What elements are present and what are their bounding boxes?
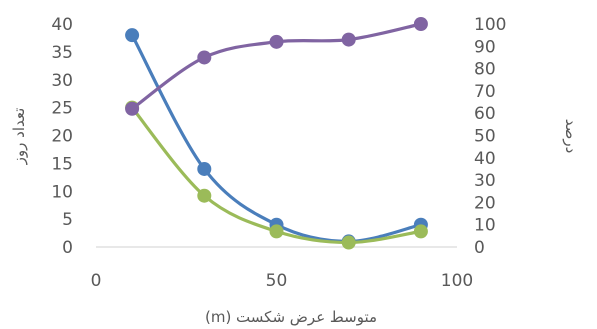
- y-right-tick-label: 10: [474, 216, 496, 236]
- y-left-tick-label: 40: [51, 15, 73, 35]
- x-tick-label: 100: [441, 271, 473, 291]
- data-point: [125, 101, 140, 116]
- y-left-tick-label: 20: [51, 127, 73, 147]
- data-point: [269, 34, 284, 49]
- y-right-tick-label: 70: [474, 82, 496, 102]
- y-left-tick-label: 5: [62, 210, 73, 230]
- y-right-tick-label: 50: [474, 127, 496, 147]
- x-tick-label: 50: [266, 271, 288, 291]
- series-1: [125, 100, 428, 250]
- data-point: [413, 17, 428, 31]
- data-point: [341, 235, 356, 250]
- series-layer: [125, 17, 428, 250]
- data-point: [341, 32, 356, 47]
- y-right-axis-title: درصد: [562, 119, 580, 154]
- y-right-tick-label: 0: [474, 238, 485, 258]
- y-right-tick-label: 40: [474, 149, 496, 169]
- data-point: [197, 161, 212, 176]
- y-right-tick-label: 30: [474, 171, 496, 191]
- x-tick-label: 0: [91, 271, 102, 291]
- y-right-tick-label: 80: [474, 60, 496, 80]
- y-left-tick-label: 25: [51, 99, 73, 119]
- data-point: [125, 28, 140, 43]
- y-right-tick-label: 60: [474, 104, 496, 124]
- x-axis-title: متوسط عرض شکست (m): [205, 308, 377, 326]
- y-left-tick-label: 0: [62, 238, 73, 258]
- y-left-tick-label: 10: [51, 182, 73, 202]
- labels-layer: 0 50 1000510152025303540010203040506070809…: [10, 15, 580, 326]
- series-2: [125, 17, 428, 116]
- y-left-tick-label: 35: [51, 43, 73, 63]
- series-0: [125, 28, 428, 249]
- series-line: [130, 33, 423, 244]
- data-point: [197, 50, 212, 65]
- y-left-tick-label: 15: [51, 154, 73, 174]
- y-right-tick-label: 100: [474, 15, 506, 35]
- data-point: [197, 188, 212, 203]
- y-left-axis-title: تعداد روز: [10, 108, 28, 166]
- data-point: [269, 224, 284, 239]
- y-right-tick-label: 90: [474, 37, 496, 57]
- data-point: [413, 224, 428, 239]
- y-right-tick-label: 20: [474, 193, 496, 213]
- y-left-tick-label: 30: [51, 71, 73, 91]
